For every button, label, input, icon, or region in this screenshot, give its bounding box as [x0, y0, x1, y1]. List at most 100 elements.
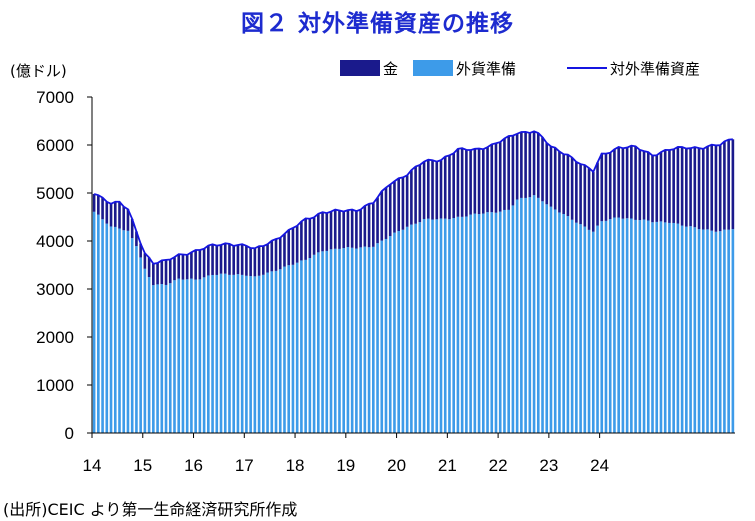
gold-bar: [596, 162, 599, 226]
fx-bar: [401, 229, 405, 433]
gold-bar: [410, 170, 413, 225]
fx-bar: [109, 226, 113, 433]
fx-bar: [164, 284, 168, 433]
gold-bar: [558, 151, 561, 213]
fx-bar: [731, 229, 735, 433]
fx-bar: [257, 275, 261, 433]
gold-bar: [130, 218, 134, 239]
gold-bar: [617, 146, 620, 218]
gold-bar: [710, 144, 714, 231]
gold-bar: [266, 244, 269, 273]
fx-bar: [219, 273, 223, 433]
gold-bar: [135, 231, 138, 247]
gold-bar: [211, 244, 214, 275]
gold-bar: [122, 206, 126, 231]
fx-bar: [160, 284, 164, 433]
fx-bar: [147, 277, 151, 433]
gold-bar: [274, 238, 278, 271]
fx-bar: [575, 222, 578, 433]
fx-bar: [130, 238, 134, 433]
x-tick-label: 18: [286, 456, 305, 475]
fx-bar: [477, 214, 481, 433]
fx-bar: [524, 197, 527, 433]
gold-bar: [147, 257, 151, 278]
gold-bar: [194, 250, 197, 280]
fx-bar: [443, 218, 447, 433]
gold-bar: [532, 131, 536, 196]
gold-bar: [304, 218, 307, 260]
fx-bar: [562, 214, 565, 433]
fx-bar: [317, 252, 320, 433]
gold-bar: [418, 164, 422, 223]
gold-bar: [105, 201, 109, 224]
fx-bar: [152, 285, 155, 433]
gold-bar: [342, 211, 346, 249]
fx-bar: [600, 221, 604, 433]
fx-bar: [308, 258, 312, 433]
gold-bar: [486, 147, 489, 213]
fx-bar: [92, 211, 96, 433]
gold-bar: [338, 210, 341, 249]
fx-bar: [642, 219, 646, 433]
gold-bar: [591, 171, 595, 232]
fx-bar: [685, 226, 688, 433]
gold-bar: [215, 245, 219, 275]
fx-bar: [418, 222, 422, 433]
gold-bar: [202, 248, 206, 278]
fx-bar: [126, 230, 130, 433]
gold-bar: [287, 229, 291, 266]
y-tick-label: 5000: [36, 184, 74, 203]
fx-bar: [448, 219, 451, 433]
fx-bar: [494, 212, 498, 433]
fx-bar: [105, 223, 109, 433]
fx-bar: [338, 248, 341, 433]
gold-bar: [600, 153, 604, 222]
fx-bar: [604, 220, 608, 433]
fx-bar: [342, 248, 346, 433]
fx-bar: [591, 231, 595, 433]
total-line-layer: [93, 130, 733, 265]
fx-bar: [553, 209, 557, 433]
x-tick-label: 16: [184, 456, 203, 475]
fx-bar: [410, 224, 413, 433]
fx-bar: [321, 251, 324, 433]
fx-bar: [333, 248, 337, 433]
axes-layer: [91, 97, 735, 434]
fx-bar: [380, 240, 384, 433]
fx-bar: [211, 274, 214, 433]
y-tick-label: 1000: [36, 376, 74, 395]
gold-bar: [693, 147, 697, 228]
fx-bar: [173, 280, 176, 433]
gold-bar: [321, 212, 324, 252]
fx-bar: [207, 275, 210, 433]
gold-bar: [388, 184, 392, 237]
fx-bar: [701, 229, 705, 433]
fx-bar: [473, 213, 477, 433]
gold-bar: [448, 155, 451, 220]
x-tick-label: 23: [539, 456, 558, 475]
fx-bar: [198, 279, 202, 433]
gold-bar: [257, 246, 261, 276]
gold-bar: [731, 139, 735, 230]
fx-bar: [194, 279, 197, 433]
fx-bar: [486, 212, 489, 433]
fx-bar: [511, 205, 515, 433]
gold-bar: [651, 155, 654, 223]
gold-bar: [367, 203, 371, 248]
gold-bar: [579, 164, 582, 225]
gold-bar: [621, 148, 625, 219]
gold-bar: [329, 211, 333, 250]
gold-bar: [300, 221, 303, 261]
gold-bar: [655, 155, 659, 222]
x-tick-label: 20: [387, 456, 406, 475]
gold-bar: [97, 195, 100, 215]
fx-bar: [727, 229, 730, 433]
y-tick-label: 3000: [36, 280, 74, 299]
gold-bar: [355, 211, 358, 249]
gold-bar: [630, 145, 633, 219]
fx-bar: [295, 262, 299, 433]
gold-bar: [253, 248, 257, 277]
gold-bar: [469, 150, 472, 215]
fx-bar: [312, 254, 316, 433]
fx-bar: [676, 223, 680, 433]
